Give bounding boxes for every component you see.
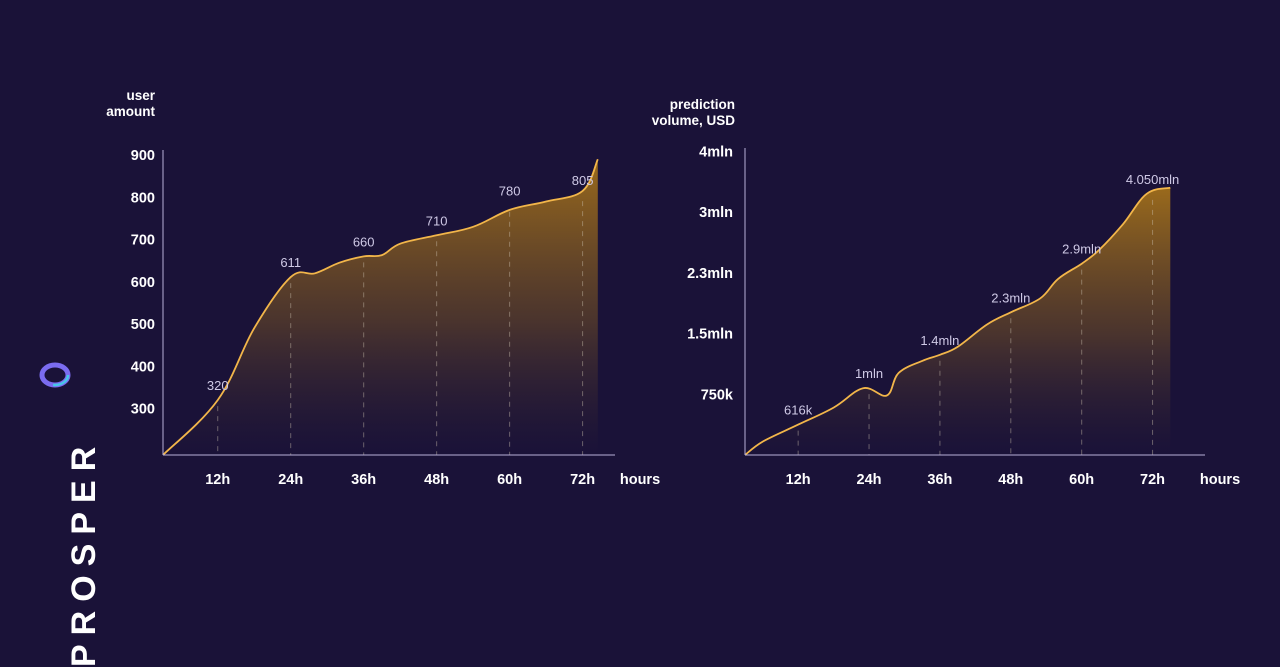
data-label: 2.3mln xyxy=(991,290,1030,305)
x-tick-label: 48h xyxy=(424,472,449,488)
x-tick-label: 12h xyxy=(786,472,811,488)
data-label: 780 xyxy=(499,184,521,199)
y-axis-label: prediction xyxy=(670,97,735,112)
y-tick-label: 4mln xyxy=(699,144,733,160)
y-tick-label: 1.5mln xyxy=(687,327,733,343)
data-label: 320 xyxy=(207,378,229,393)
y-tick-label: 600 xyxy=(131,275,155,291)
x-tick-label: 60h xyxy=(497,472,522,488)
data-label: 710 xyxy=(426,213,448,228)
logo-ring-accent xyxy=(40,363,70,387)
x-tick-label: 36h xyxy=(351,472,376,488)
x-tick-label: 72h xyxy=(1140,472,1165,488)
data-label: 611 xyxy=(280,255,301,270)
x-tick-label: 36h xyxy=(927,472,952,488)
x-tick-label: 72h xyxy=(570,472,595,488)
x-tick-label: 24h xyxy=(278,472,303,488)
y-tick-label: 500 xyxy=(131,317,155,333)
x-tick-label: 48h xyxy=(998,472,1023,488)
data-label: 4.050mln xyxy=(1126,172,1179,187)
x-axis-label: hours xyxy=(620,472,660,488)
x-tick-label: 60h xyxy=(1069,472,1094,488)
area-fill xyxy=(745,187,1171,455)
y-tick-label: 900 xyxy=(131,148,155,164)
x-axis-label: hours xyxy=(1200,472,1240,488)
y-tick-label: 700 xyxy=(131,233,155,249)
data-label: 2.9mln xyxy=(1062,242,1101,257)
series-line xyxy=(744,186,1171,456)
y-tick-label: 3mln xyxy=(699,205,733,221)
series-line xyxy=(162,158,599,456)
x-tick-label: 12h xyxy=(205,472,230,488)
data-label: 660 xyxy=(353,234,375,249)
data-label: 616k xyxy=(784,403,813,418)
y-tick-label: 300 xyxy=(131,402,155,418)
logo-ring-icon xyxy=(39,362,71,388)
y-tick-label: 800 xyxy=(131,190,155,206)
y-axis-label: volume, USD xyxy=(652,113,736,128)
y-axis-label: user xyxy=(126,88,155,103)
y-tick-label: 750k xyxy=(701,387,734,403)
y-axis-label: amount xyxy=(106,104,155,119)
data-label: 1.4mln xyxy=(920,333,959,348)
data-label: 805 xyxy=(572,173,594,188)
data-label: 1mln xyxy=(855,366,883,381)
y-tick-label: 400 xyxy=(131,359,155,375)
y-tick-label: 2.3mln xyxy=(687,266,733,282)
area-fill xyxy=(163,159,598,455)
x-tick-label: 24h xyxy=(857,472,882,488)
